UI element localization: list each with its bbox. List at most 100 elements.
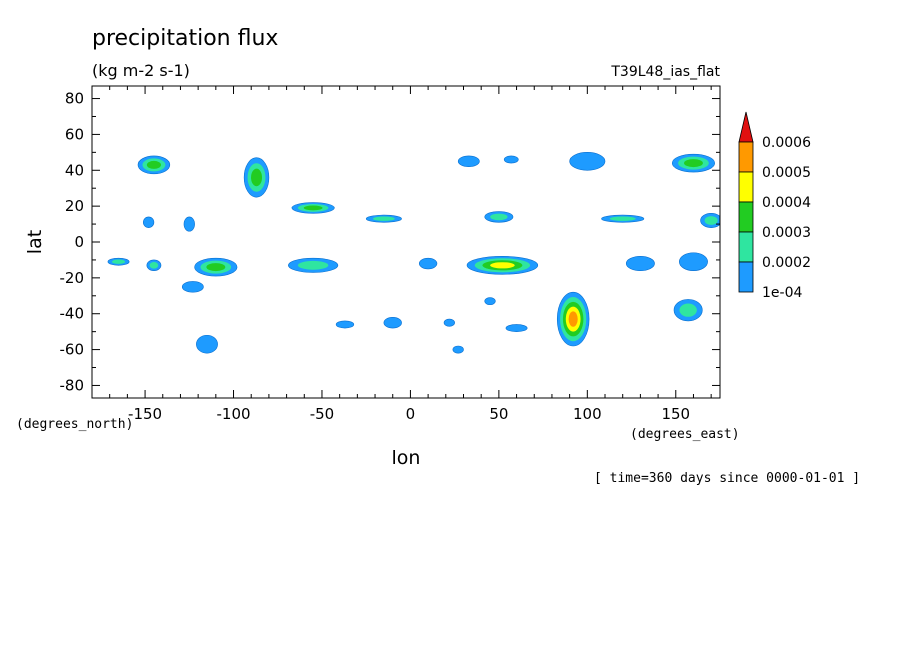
contour-blob [418,257,438,270]
contour-level-3 [146,160,161,169]
contour-blob [143,216,155,228]
contour-blob [673,299,703,322]
chart-units: (kg m-2 s-1) [92,61,190,80]
contour-level-1 [181,281,204,293]
contour-blob [452,345,464,354]
contour-blob [291,202,335,214]
contour-level-2 [704,216,718,225]
contour-blob [700,213,720,228]
contour-blob [383,317,402,329]
contour-level-1 [625,256,655,271]
y-tick-label: 0 [74,233,84,251]
contour-blob [243,157,270,198]
colorbar-swatch [738,201,754,233]
contour-blob [194,257,238,277]
contour-level-2 [609,216,636,221]
y-tick-label: -20 [60,269,85,287]
y-tick-label: 60 [65,125,84,143]
contour-level-1 [443,318,455,327]
contour-blob [137,155,171,175]
contour-blob [671,153,715,173]
contour-level-1 [183,216,195,232]
contour-level-1 [196,334,218,354]
contour-blob [146,259,162,271]
contour-level-4 [490,262,515,269]
colorbar-label: 0.0006 [762,135,811,151]
colorbar-label: 0.0005 [762,165,811,181]
plot-frame [91,85,721,399]
x-tick-label: 50 [489,405,508,423]
contour-blob [484,297,496,306]
x-tick-label: 150 [661,405,690,423]
colorbar-swatch [738,171,754,203]
contour-level-1 [457,155,480,167]
x-units-label: (degrees_east) [630,427,740,442]
colorbar-swatch [738,261,754,293]
colorbar: 1e-04 0.0002 0.0003 0.0004 0.0005 0.0006 [738,111,811,301]
contour-blob [569,152,606,171]
contour-blob [196,334,218,354]
axis-ticks: -150 -100 -50 0 50 100 150 -80 -60 -40 -20 0 20 40 60 8… [60,86,720,423]
contour-blob [625,256,655,271]
contour-blob [601,214,645,223]
y-tick-label: -40 [60,305,85,323]
contour-blob [457,155,480,167]
time-label: [ time=360 days since 0000-01-01 ] [594,471,860,486]
x-tick-label: 100 [573,405,602,423]
contour-level-1 [505,324,528,332]
contour-blob [288,257,339,273]
x-tick-label: -50 [310,405,335,423]
colorbar-swatch [738,231,754,263]
x-axis-label: lon [392,447,421,469]
contour-blob [466,256,539,275]
y-units-label: (degrees_north) [16,417,133,432]
colorbar-label: 0.0002 [762,255,811,271]
contour-level-2 [679,303,697,317]
y-tick-label: 40 [65,161,84,179]
contour-blob [443,318,455,327]
contour-level-2 [112,259,126,264]
contour-blob [679,252,708,271]
contour-level-3 [251,168,263,187]
run-label: T39L48_ias_flat [610,64,720,80]
colorbar-label: 0.0004 [762,195,811,211]
y-tick-label: -60 [60,341,85,359]
colorbar-triangle [738,111,754,143]
contour-blob [484,211,514,223]
contour-level-1 [503,155,519,164]
contour-level-1 [484,297,496,306]
contour-level-2 [490,213,508,221]
contour-level-1 [335,320,355,329]
contour-field [107,152,720,354]
contour-blob [183,216,195,232]
x-tick-label: -100 [216,405,250,423]
colorbar-label: 0.0003 [762,225,811,241]
contour-level-1 [143,216,155,228]
contour-level-5 [568,311,578,327]
contour-level-1 [452,345,464,354]
contour-blob [335,320,355,329]
contour-blob [503,155,519,164]
contour-level-3 [303,205,323,211]
x-tick-label: 0 [406,405,416,423]
contour-blob [107,257,130,266]
chart-title: precipitation flux [92,26,278,51]
contour-level-1 [569,152,606,171]
x-tick-label: -150 [128,405,162,423]
contour-blob [556,291,590,347]
contour-level-2 [373,216,395,221]
contour-level-3 [684,159,703,168]
contour-blob [181,281,204,293]
contour-level-2 [149,262,159,269]
contour-level-1 [383,317,402,329]
contour-level-3 [206,263,226,272]
contour-level-1 [679,252,708,271]
colorbar-swatch [738,141,754,173]
contour-blob [505,324,528,332]
contour-blob [365,214,402,223]
contour-level-2 [297,260,329,270]
y-axis-label: lat [24,230,46,254]
colorbar-label: 1e-04 [762,285,802,301]
y-tick-label: -80 [60,376,85,394]
